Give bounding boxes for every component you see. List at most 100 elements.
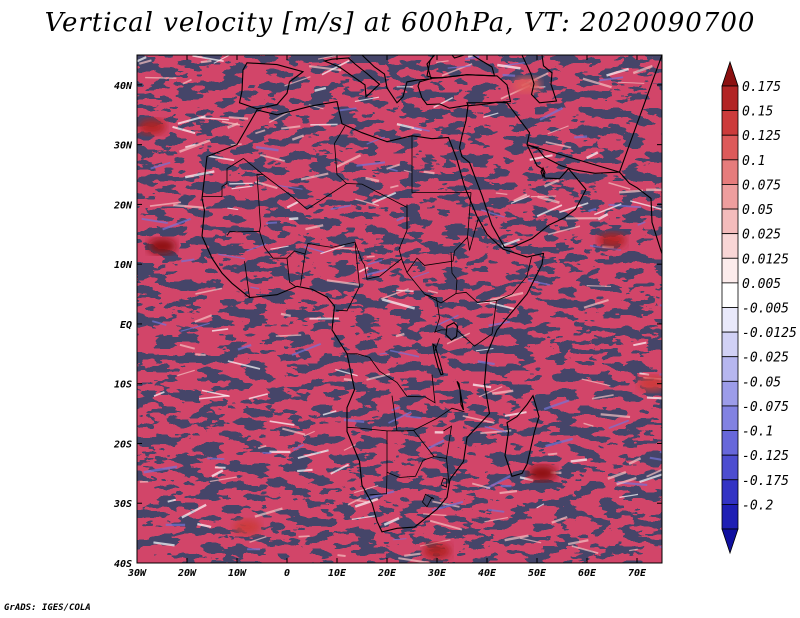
field-streak: [308, 65, 342, 72]
field-streak: [366, 255, 375, 258]
colorbar-label: -0.05: [742, 375, 781, 390]
lon-tick-label: 10W: [228, 568, 247, 579]
field-streak: [343, 377, 354, 382]
field-streak: [659, 546, 662, 549]
field-streak: [619, 493, 639, 498]
field-streak: [386, 163, 401, 170]
field-streak: [478, 385, 503, 398]
lat-tick-label: 10N: [114, 260, 133, 271]
field-streak: [393, 538, 407, 541]
country-border: [450, 252, 458, 294]
field-streak: [335, 368, 358, 377]
field-streak: [504, 534, 529, 542]
colorbar-swatch: [721, 331, 739, 358]
field-streak: [582, 77, 612, 89]
field-streak: [412, 271, 430, 279]
field-streak: [471, 482, 491, 490]
field-streak: [194, 314, 213, 323]
field-streak: [583, 422, 594, 427]
coastline-india: [618, 55, 662, 256]
lon-tick-label: 30W: [127, 568, 147, 579]
field-streak: [228, 116, 249, 120]
field-streak: [539, 106, 564, 121]
field-streak: [480, 429, 512, 435]
field-streak: [255, 145, 279, 152]
field-streak: [513, 193, 528, 203]
country-border: [364, 258, 497, 335]
lon-tick-label: 10E: [328, 568, 347, 579]
field-streak: [485, 474, 511, 490]
field-streak: [227, 122, 239, 129]
country-border: [434, 338, 440, 351]
field-streak: [551, 516, 568, 524]
credit-label: GrADS: IGES/COLA: [4, 603, 91, 613]
country-border: [256, 174, 263, 232]
country-border: [202, 158, 244, 198]
field-streak: [269, 420, 295, 426]
field-streak: [365, 490, 395, 500]
field-streak: [201, 389, 230, 397]
field-streak: [649, 456, 662, 461]
field-streak: [581, 378, 611, 387]
lon-tick-label: 70E: [628, 568, 647, 579]
field-streak: [629, 548, 638, 552]
field-streak: [248, 393, 268, 400]
colorbar-label: 0.075: [742, 178, 781, 193]
field-streak: [314, 86, 327, 92]
field-streak: [489, 302, 515, 310]
field-streak: [145, 76, 177, 79]
field-streak: [280, 312, 291, 318]
field-streak: [257, 445, 267, 449]
field-streak: [276, 184, 303, 190]
field-streak: [262, 451, 272, 455]
field-streak: [372, 191, 397, 204]
country-border: [413, 430, 435, 457]
field-streak: [519, 476, 534, 482]
updraft-hotspot: [423, 543, 451, 560]
colorbar-label: 0.1: [742, 154, 765, 169]
country-border: [433, 329, 446, 333]
field-streak: [588, 207, 597, 213]
lat-tick-label: 10S: [114, 380, 132, 391]
field-streak: [358, 266, 369, 273]
field-streak: [537, 195, 560, 204]
field-streak: [488, 508, 505, 513]
field-streak: [207, 457, 225, 460]
colorbar-swatch: [721, 380, 739, 407]
field-streak: [383, 517, 400, 527]
field-streak: [483, 112, 499, 118]
field-streak: [504, 61, 527, 67]
lat-tick-label: EQ: [120, 320, 132, 331]
field-streak: [606, 67, 630, 77]
lat-tick-label: 30S: [113, 499, 132, 510]
field-streak: [354, 497, 379, 508]
colorbar-swatch: [721, 479, 739, 505]
field-streak: [497, 63, 521, 70]
field-streak: [462, 415, 495, 424]
field-streak: [433, 96, 454, 109]
colorbar-label: -0.075: [742, 400, 789, 415]
colorbar-bottom-arrow: [721, 528, 739, 555]
field-streak: [501, 238, 521, 248]
lat-tick-label: 40N: [114, 81, 133, 92]
colorbar-swatch: [721, 454, 739, 481]
field-streak: [195, 353, 206, 356]
field-streak: [254, 507, 283, 518]
field-streak: [536, 503, 545, 509]
field-streak: [200, 59, 212, 64]
plot-frame: [136, 54, 663, 564]
coastline-iran-coast: [526, 144, 620, 174]
updraft-hotspot: [233, 519, 261, 536]
field-streak: [499, 490, 518, 495]
field-streak: [200, 117, 229, 121]
colorbar-swatch: [721, 159, 739, 185]
field-streak: [447, 65, 471, 69]
colorbar-top-arrow: [721, 60, 739, 87]
field-texture-updraft: [137, 55, 662, 563]
field-streak: [153, 541, 175, 547]
colorbar-swatch: [721, 233, 739, 259]
field-streak: [308, 104, 324, 110]
field-streak: [639, 473, 662, 483]
field-streak: [330, 204, 352, 210]
field-streak: [599, 76, 624, 82]
